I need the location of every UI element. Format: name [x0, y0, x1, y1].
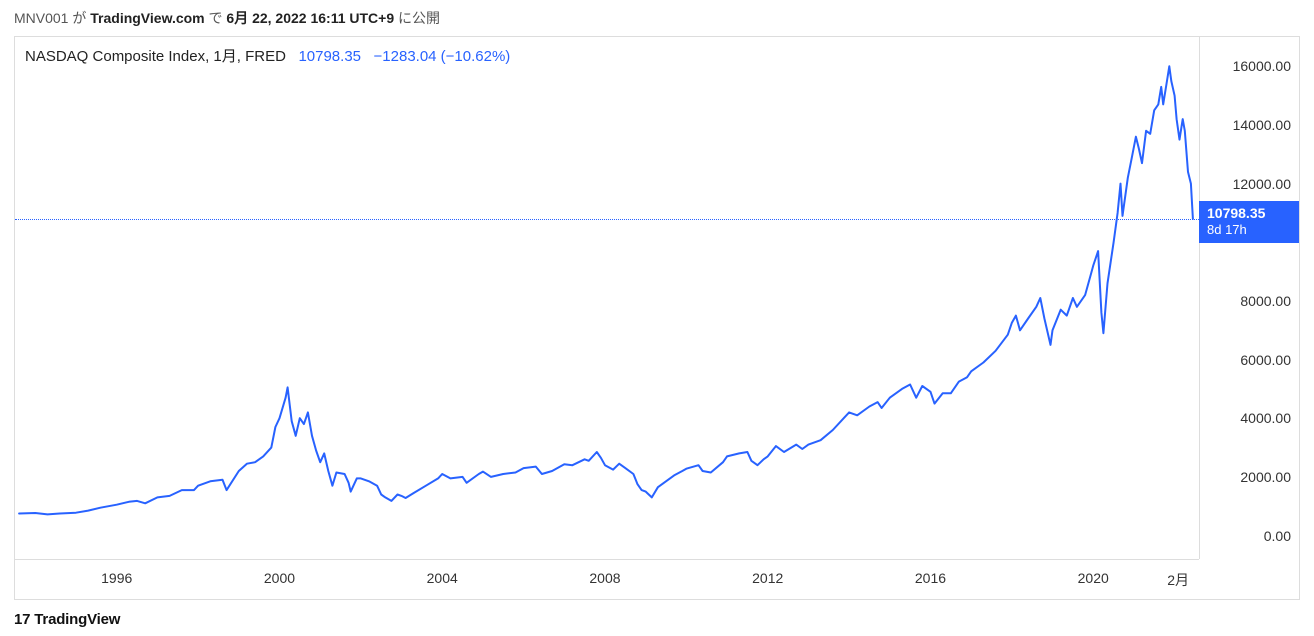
plot-area[interactable]: [15, 37, 1199, 559]
tradingview-logo-icon: 17: [14, 611, 30, 628]
header-site: TradingView.com: [90, 10, 204, 26]
y-tick-label: 6000.00: [1240, 352, 1291, 368]
publish-header: MNV001 が TradingView.com で 6月 22, 2022 1…: [0, 0, 1314, 34]
y-tick-label: 16000.00: [1233, 58, 1291, 74]
header-middle: で: [209, 10, 223, 26]
y-tick-label: 8000.00: [1240, 293, 1291, 309]
header-prefix: MNV001 が: [14, 10, 86, 26]
y-axis[interactable]: 0.00 2000.00 4000.00 6000.00 8000.00 12000.00…: [1199, 37, 1299, 559]
price-line: [15, 37, 1199, 559]
x-tick-label: 2008: [589, 570, 620, 586]
chart-container[interactable]: NASDAQ Composite Index, 1月, FRED 10798.3…: [14, 36, 1300, 600]
chart-legend: NASDAQ Composite Index, 1月, FRED 10798.3…: [25, 45, 510, 66]
price-flag-countdown: 8d 17h: [1207, 222, 1291, 238]
tradingview-logo[interactable]: 17TradingView: [14, 611, 120, 628]
x-axis-unit: 2月: [1167, 570, 1189, 590]
y-tick-label: 14000.00: [1233, 117, 1291, 133]
y-tick-label: 12000.00: [1233, 176, 1291, 192]
y-tick-label: 0.00: [1264, 528, 1291, 544]
x-tick-label: 2016: [915, 570, 946, 586]
legend-change: −1283.04 (−10.62%): [374, 48, 511, 65]
y-tick-label: 4000.00: [1240, 410, 1291, 426]
x-tick-label: 1996: [101, 570, 132, 586]
legend-name: NASDAQ Composite Index, 1月, FRED: [25, 48, 286, 65]
x-tick-label: 2020: [1078, 570, 1109, 586]
x-axis[interactable]: 2月 1996 2000 2004 2008 2012 2016 2020: [15, 559, 1199, 599]
x-tick-label: 2000: [264, 570, 295, 586]
last-price-flag: 10798.35 8d 17h: [1199, 201, 1299, 243]
header-suffix: に公開: [398, 10, 440, 26]
header-timestamp: 6月 22, 2022 16:11 UTC+9: [226, 10, 394, 26]
y-tick-label: 2000.00: [1240, 469, 1291, 485]
price-flag-value: 10798.35: [1207, 205, 1291, 223]
tradingview-logo-text: TradingView: [34, 611, 120, 628]
x-tick-label: 2004: [427, 570, 458, 586]
x-tick-label: 2012: [752, 570, 783, 586]
legend-value: 10798.35: [298, 48, 361, 65]
